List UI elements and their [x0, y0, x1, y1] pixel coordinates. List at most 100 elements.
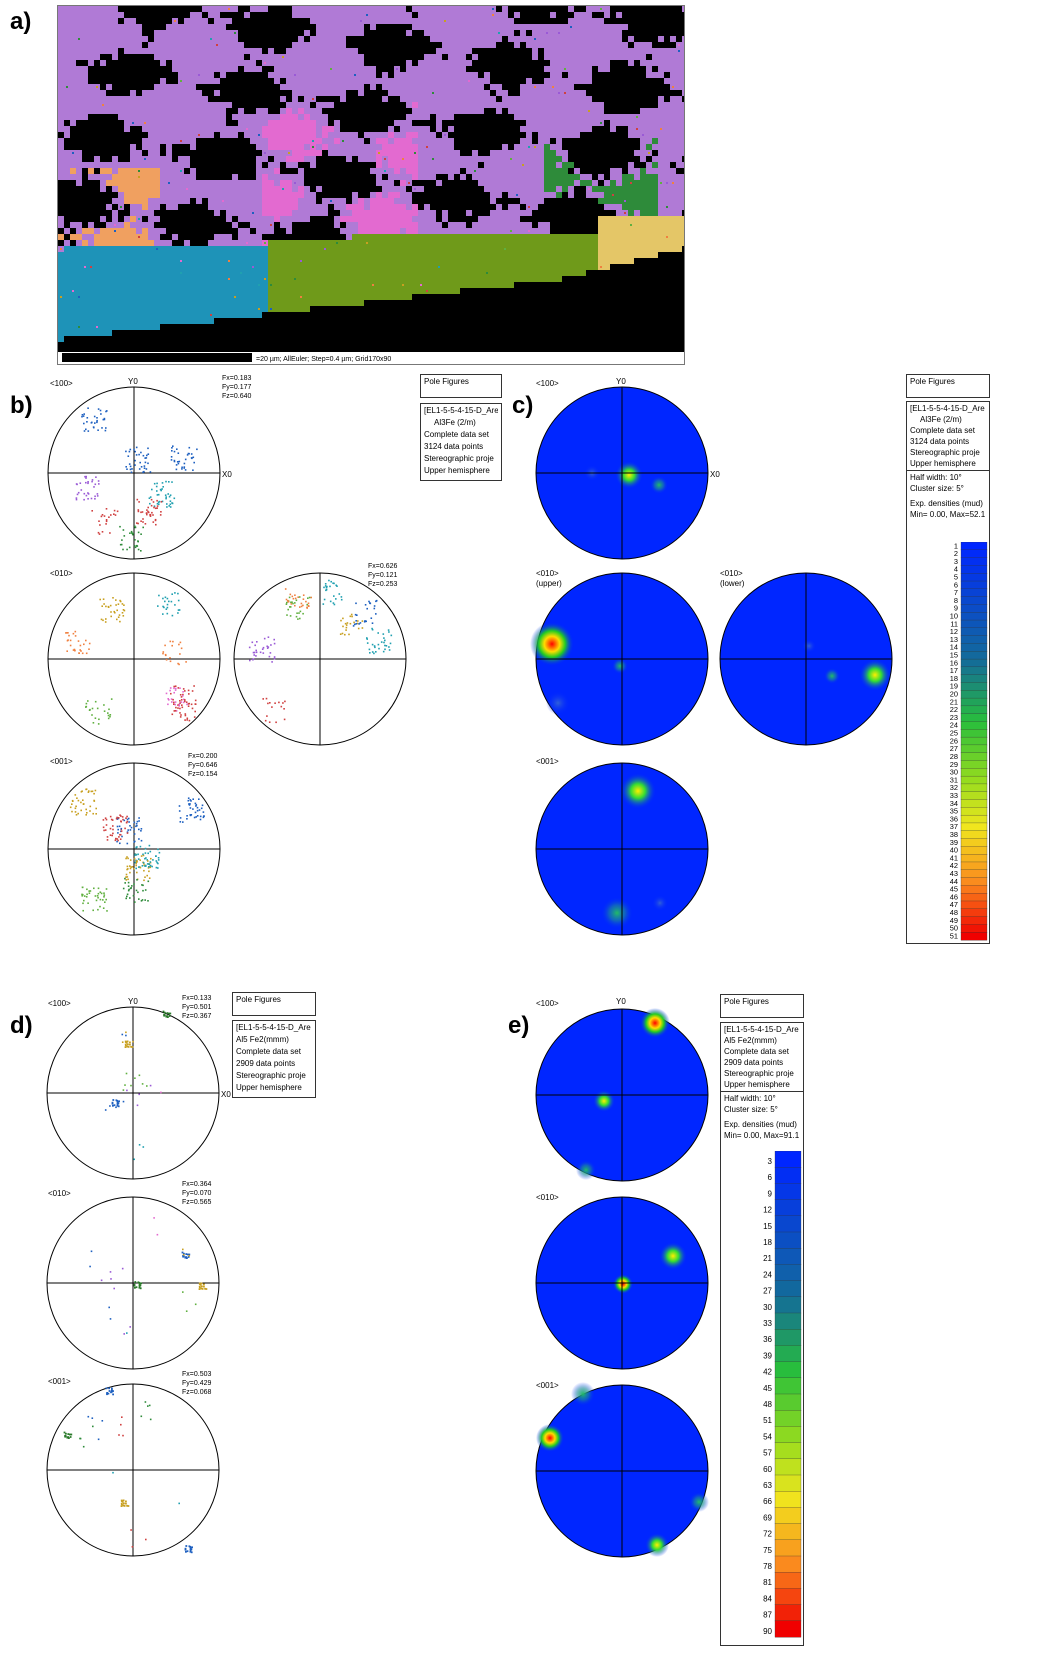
ebsd-pixel	[448, 192, 454, 198]
ebsd-pixel	[586, 240, 592, 246]
ebsd-pixel	[130, 12, 136, 18]
ebsd-pixel	[124, 48, 130, 54]
ebsd-pixel	[496, 60, 502, 66]
ebsd-pixel	[466, 132, 472, 138]
ebsd-pixel	[316, 216, 322, 222]
ebsd-pixel	[472, 204, 478, 210]
ebsd-pixel	[466, 72, 472, 78]
ebsd-pixel	[70, 270, 76, 276]
ebsd-pixel	[160, 180, 166, 186]
ebsd-pixel	[280, 36, 286, 42]
ebsd-pixel	[352, 234, 358, 240]
ebsd-pixel	[448, 204, 454, 210]
ebsd-pixel	[370, 108, 376, 114]
ebsd-pixel	[496, 66, 502, 72]
ebsd-pixel	[124, 30, 130, 36]
ebsd-pixel	[376, 222, 382, 228]
ebsd-speck	[486, 272, 488, 274]
ebsd-pixel	[574, 48, 580, 54]
ebsd-pixel	[268, 78, 274, 84]
ebsd-pixel	[364, 234, 370, 240]
ebsd-pixel	[196, 138, 202, 144]
ebsd-pixel	[196, 204, 202, 210]
ebsd-pixel	[448, 60, 454, 66]
ebsd-pixel	[586, 246, 592, 252]
ebsd-pixel	[526, 276, 532, 282]
ebsd-pixel	[472, 12, 478, 18]
ebsd-pixel	[430, 12, 436, 18]
ebsd-pixel	[514, 204, 520, 210]
ebsd-pixel	[508, 60, 514, 66]
ebsd-pixel	[148, 258, 154, 264]
ebsd-pixel	[274, 222, 280, 228]
ebsd-speck	[114, 230, 116, 232]
ebsd-pixel	[622, 276, 628, 282]
ebsd-pixel	[250, 36, 256, 42]
ebsd-pixel	[250, 168, 256, 174]
ebsd-pixel	[298, 150, 304, 156]
ebsd-pixel	[184, 78, 190, 84]
ebsd-pixel	[592, 222, 598, 228]
ebsd-pixel	[346, 60, 352, 66]
ebsd-pixel	[58, 258, 64, 264]
ebsd-pixel	[340, 162, 346, 168]
ebsd-pixel	[58, 30, 64, 36]
ebsd-pixel	[286, 180, 292, 186]
ebsd-pixel	[382, 114, 388, 120]
ebsd-pixel	[274, 6, 280, 12]
ebsd-pixel	[406, 228, 412, 234]
ebsd-pixel	[292, 210, 298, 216]
ebsd-pixel	[628, 30, 634, 36]
ebsd-pixel	[418, 252, 424, 258]
ebsd-pixel	[496, 72, 502, 78]
ebsd-pixel	[448, 132, 454, 138]
ebsd-pixel	[418, 264, 424, 270]
ebsd-pixel	[136, 252, 142, 258]
ebsd-pixel	[652, 240, 658, 246]
ebsd-pixel	[646, 168, 652, 174]
ebsd-pixel	[562, 54, 568, 60]
ebsd-pixel	[436, 42, 442, 48]
ebsd-pixel	[154, 240, 160, 246]
ebsd-pixel	[130, 216, 136, 222]
ebsd-pixel	[526, 198, 532, 204]
ebsd-pixel	[226, 240, 232, 246]
ebsd-pixel	[400, 114, 406, 120]
ebsd-pixel	[94, 90, 100, 96]
ebsd-pixel	[496, 198, 502, 204]
ebsd-pixel	[418, 54, 424, 60]
ebsd-pixel	[184, 6, 190, 12]
ebsd-pixel	[556, 150, 562, 156]
ebsd-pixel	[118, 156, 124, 162]
ebsd-pixel	[646, 174, 652, 180]
ebsd-pixel	[652, 252, 658, 258]
ebsd-pixel	[670, 102, 676, 108]
ebsd-pixel	[364, 156, 370, 162]
ebsd-pixel	[172, 72, 178, 78]
ebsd-pixel	[466, 168, 472, 174]
ebsd-pixel	[142, 42, 148, 48]
ebsd-pixel	[346, 126, 352, 132]
ebsd-pixel	[598, 180, 604, 186]
ebsd-pixel	[562, 48, 568, 54]
ebsd-pixel	[220, 114, 226, 120]
ebsd-pixel	[220, 204, 226, 210]
ebsd-speck	[642, 134, 644, 136]
ebsd-pixel	[70, 276, 76, 282]
ebsd-pixel	[70, 252, 76, 258]
ebsd-pixel	[682, 150, 684, 156]
ebsd-pixel	[514, 66, 520, 72]
ebsd-pixel	[106, 72, 112, 78]
ebsd-pixel	[292, 240, 298, 246]
ebsd-pixel	[220, 54, 226, 60]
ebsd-pixel	[466, 246, 472, 252]
ebsd-pixel	[106, 234, 112, 240]
ebsd-pixel	[388, 198, 394, 204]
ebsd-pixel	[652, 132, 658, 138]
ebsd-pixel	[598, 72, 604, 78]
ebsd-pixel	[304, 144, 310, 150]
ebsd-pixel	[316, 48, 322, 54]
ebsd-pixel	[430, 132, 436, 138]
ebsd-pixel	[160, 30, 166, 36]
ebsd-pixel	[376, 60, 382, 66]
